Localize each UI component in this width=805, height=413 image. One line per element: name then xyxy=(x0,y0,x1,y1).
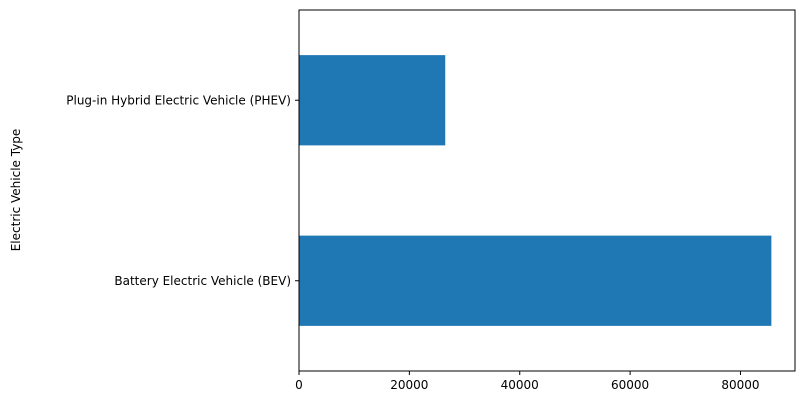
plot-frame xyxy=(298,9,796,372)
x-tick-label: 0 xyxy=(295,378,303,392)
x-tick-label: 80000 xyxy=(721,378,759,392)
y-tick-label: Plug-in Hybrid Electric Vehicle (PHEV) xyxy=(66,93,291,107)
x-axis-ticks: 0 20000 40000 60000 80000 xyxy=(295,371,760,392)
bar xyxy=(299,235,772,326)
x-tick-label: 40000 xyxy=(501,378,539,392)
x-tick-label: 20000 xyxy=(390,378,428,392)
bar xyxy=(299,55,446,146)
y-axis-ticks: Battery Electric Vehicle (BEV) Plug-in Hy… xyxy=(66,93,299,288)
x-tick-label: 60000 xyxy=(611,378,649,392)
y-axis-label: Electric Vehicle Type xyxy=(9,129,23,252)
y-tick-label: Battery Electric Vehicle (BEV) xyxy=(114,274,291,288)
bars-layer xyxy=(299,55,772,326)
